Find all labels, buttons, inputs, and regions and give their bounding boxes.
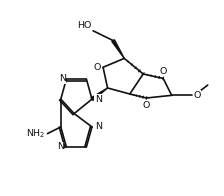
Polygon shape [112, 40, 124, 58]
Text: HO: HO [77, 21, 91, 30]
Text: NH$_2$: NH$_2$ [26, 127, 46, 140]
Text: O: O [143, 101, 150, 110]
Text: O: O [93, 63, 100, 72]
Text: N: N [95, 95, 102, 104]
Text: N: N [59, 74, 66, 83]
Text: N: N [57, 142, 64, 152]
Text: N: N [95, 122, 102, 132]
Text: O: O [159, 67, 167, 76]
Polygon shape [91, 88, 108, 100]
Text: O: O [193, 91, 201, 100]
